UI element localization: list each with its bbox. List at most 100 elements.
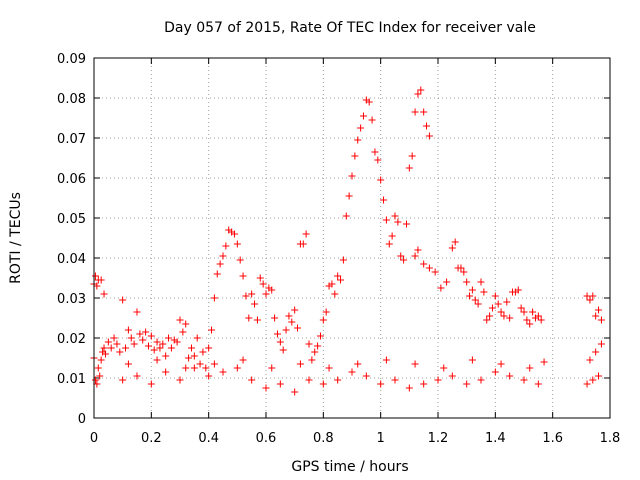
data-point — [514, 286, 522, 294]
data-point — [248, 290, 256, 298]
x-axis-ticks: 0 0.2 0.4 0.6 0.8 1 1.2 1.4 1.6 1.8 — [90, 58, 620, 446]
data-point — [190, 364, 198, 372]
data-point — [116, 348, 124, 356]
data-point — [124, 326, 132, 334]
data-point — [179, 328, 187, 336]
data-point — [597, 316, 605, 324]
data-point — [589, 376, 597, 384]
data-point — [334, 272, 342, 280]
data-point — [291, 306, 299, 314]
data-point — [491, 292, 499, 300]
plot-frame — [93, 57, 611, 419]
data-point — [205, 344, 213, 352]
data-point — [305, 340, 313, 348]
data-point — [523, 316, 531, 324]
data-point — [150, 346, 158, 354]
data-point — [457, 264, 465, 272]
data-point — [119, 296, 127, 304]
data-point — [282, 326, 290, 334]
data-point — [586, 356, 594, 364]
data-point — [93, 282, 101, 290]
data-point — [342, 212, 350, 220]
data-point — [222, 242, 230, 250]
data-point — [380, 196, 388, 204]
data-point — [411, 108, 419, 116]
data-point — [368, 116, 376, 124]
data-point — [348, 172, 356, 180]
data-point — [173, 338, 181, 346]
data-point — [597, 340, 605, 348]
x-tick-label: 1.2 — [428, 431, 449, 446]
data-point — [190, 352, 198, 360]
data-point — [259, 280, 267, 288]
data-point — [477, 376, 485, 384]
data-point — [322, 308, 330, 316]
data-point — [122, 344, 130, 352]
data-point — [517, 304, 525, 312]
data-point — [437, 284, 445, 292]
data-point — [374, 156, 382, 164]
data-point — [391, 376, 399, 384]
data-point — [497, 308, 505, 316]
data-point — [397, 252, 405, 260]
data-point — [440, 364, 448, 372]
data-point — [420, 260, 428, 268]
data-point — [167, 344, 175, 352]
data-point — [425, 264, 433, 272]
data-point — [219, 368, 227, 376]
data-point — [468, 356, 476, 364]
data-point — [176, 316, 184, 324]
data-point — [592, 348, 600, 356]
data-point — [93, 380, 101, 388]
data-point — [91, 272, 99, 280]
y-tick-label: 0 — [78, 412, 86, 427]
data-point — [165, 334, 173, 342]
data-point — [391, 212, 399, 220]
data-point — [133, 308, 141, 316]
data-point — [337, 276, 345, 284]
data-point — [468, 286, 476, 294]
data-point — [394, 218, 402, 226]
data-point — [271, 314, 279, 322]
data-point — [193, 334, 201, 342]
data-point — [147, 380, 155, 388]
data-point — [377, 176, 385, 184]
data-point — [208, 326, 216, 334]
x-tick-label: 0.4 — [198, 431, 219, 446]
data-point — [354, 136, 362, 144]
data-point — [405, 384, 413, 392]
data-point — [526, 320, 534, 328]
data-point — [382, 216, 390, 224]
data-point — [534, 312, 542, 320]
data-point — [540, 358, 548, 366]
data-point — [417, 86, 425, 94]
data-point — [268, 364, 276, 372]
data-point — [319, 316, 327, 324]
y-tick-label: 0.08 — [57, 92, 86, 107]
data-point — [451, 238, 459, 246]
data-point — [253, 316, 261, 324]
data-point — [136, 330, 144, 338]
data-point — [251, 300, 259, 308]
data-point — [185, 354, 193, 362]
data-point — [583, 380, 591, 388]
data-point — [351, 152, 359, 160]
data-point — [285, 312, 293, 320]
data-point — [196, 360, 204, 368]
y-axis-ticks: 0 0.01 0.02 0.03 0.04 0.05 0.06 0.07 0.08 0.09 — [57, 52, 610, 427]
data-point — [506, 314, 514, 322]
data-point — [302, 230, 310, 238]
data-point — [520, 376, 528, 384]
data-point — [202, 364, 210, 372]
data-point — [414, 90, 422, 98]
data-point — [291, 388, 299, 396]
data-point — [534, 380, 542, 388]
x-tick-label: 0.2 — [141, 431, 162, 446]
data-point — [463, 278, 471, 286]
data-point — [359, 112, 367, 120]
y-tick-label: 0.09 — [57, 52, 86, 67]
data-point — [205, 372, 213, 380]
data-point — [483, 316, 491, 324]
data-point — [402, 220, 410, 228]
data-point — [325, 364, 333, 372]
